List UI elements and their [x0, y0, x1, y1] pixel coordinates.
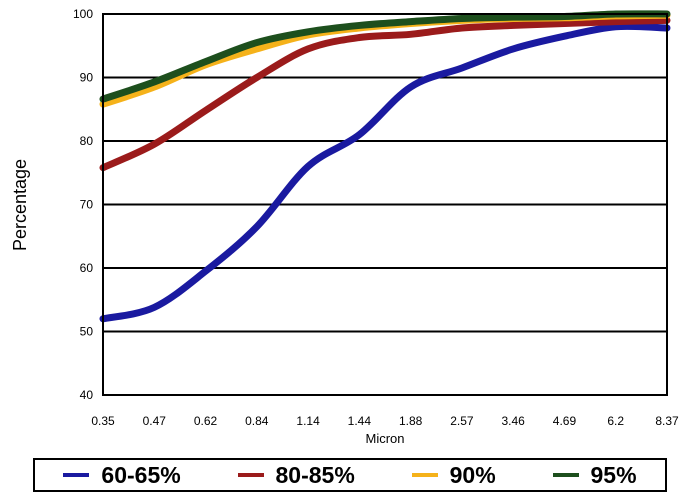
- legend-item-80-85: 80-85%: [237, 461, 355, 489]
- legend: 60-65% 80-85% 90% 95%: [33, 458, 667, 492]
- legend-label: 95%: [590, 461, 637, 488]
- x-tick-label: 4.69: [553, 414, 577, 428]
- x-tick-label: 8.37: [655, 414, 679, 428]
- series-lines: [99, 10, 671, 323]
- series-line-80-85: [99, 16, 671, 172]
- x-tick-label: 1.14: [296, 414, 320, 428]
- y-axis-ticks: 100 90 80 70 60 50 40: [73, 7, 93, 402]
- legend-label: 80-85%: [275, 461, 355, 488]
- x-tick-label: 0.62: [194, 414, 218, 428]
- series-line-90: [99, 11, 671, 108]
- legend-item-95: 95%: [552, 461, 637, 489]
- y-axis-title: Percentage: [10, 159, 30, 251]
- series-line-95: [99, 10, 671, 103]
- legend-swatch-80-85: [237, 473, 264, 477]
- x-tick-label: 0.35: [91, 414, 115, 428]
- legend-label: 60-65%: [101, 461, 181, 488]
- x-tick-label: 3.46: [502, 414, 526, 428]
- y-tick-label: 40: [80, 388, 94, 402]
- y-tick-label: 80: [80, 134, 94, 148]
- y-tick-label: 50: [80, 325, 94, 339]
- x-tick-label: 0.47: [143, 414, 167, 428]
- series-line-60-65: [99, 22, 671, 323]
- legend-item-60-65: 60-65%: [63, 461, 181, 489]
- x-tick-label: 0.84: [245, 414, 269, 428]
- plot-area-frame: [102, 13, 668, 396]
- legend-swatch-90: [411, 473, 438, 477]
- y-tick-label: 70: [80, 198, 94, 212]
- legend-swatch-60-65: [63, 473, 90, 477]
- legend-item-90: 90%: [411, 461, 496, 489]
- x-axis-title: Micron: [365, 431, 404, 446]
- legend-swatch-95: [552, 473, 579, 477]
- x-tick-label: 1.88: [399, 414, 423, 428]
- x-tick-label: 2.57: [450, 414, 474, 428]
- y-tick-label: 60: [80, 261, 94, 275]
- x-tick-label: 6.2: [607, 414, 624, 428]
- y-tick-label: 100: [73, 7, 93, 21]
- x-tick-label: 1.44: [348, 414, 372, 428]
- legend-label: 90%: [449, 461, 496, 488]
- x-axis-ticks: 0.35 0.47 0.62 0.84 1.14 1.44 1.88 2.57 3.46 4.69…: [91, 414, 679, 428]
- y-tick-label: 90: [80, 71, 94, 85]
